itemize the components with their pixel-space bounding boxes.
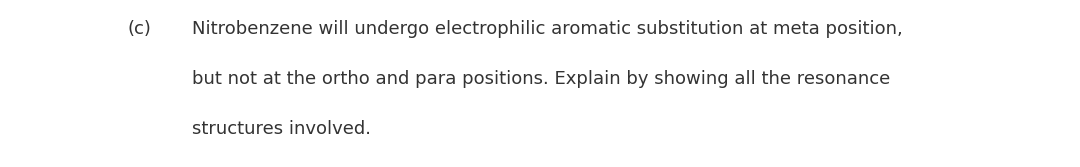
Text: but not at the ortho and para positions. Explain by showing all the resonance: but not at the ortho and para positions.… bbox=[192, 70, 891, 88]
Text: Nitrobenzene will undergo electrophilic aromatic substitution at meta position,: Nitrobenzene will undergo electrophilic … bbox=[192, 20, 903, 38]
Text: (c): (c) bbox=[127, 20, 151, 38]
Text: structures involved.: structures involved. bbox=[192, 120, 372, 138]
